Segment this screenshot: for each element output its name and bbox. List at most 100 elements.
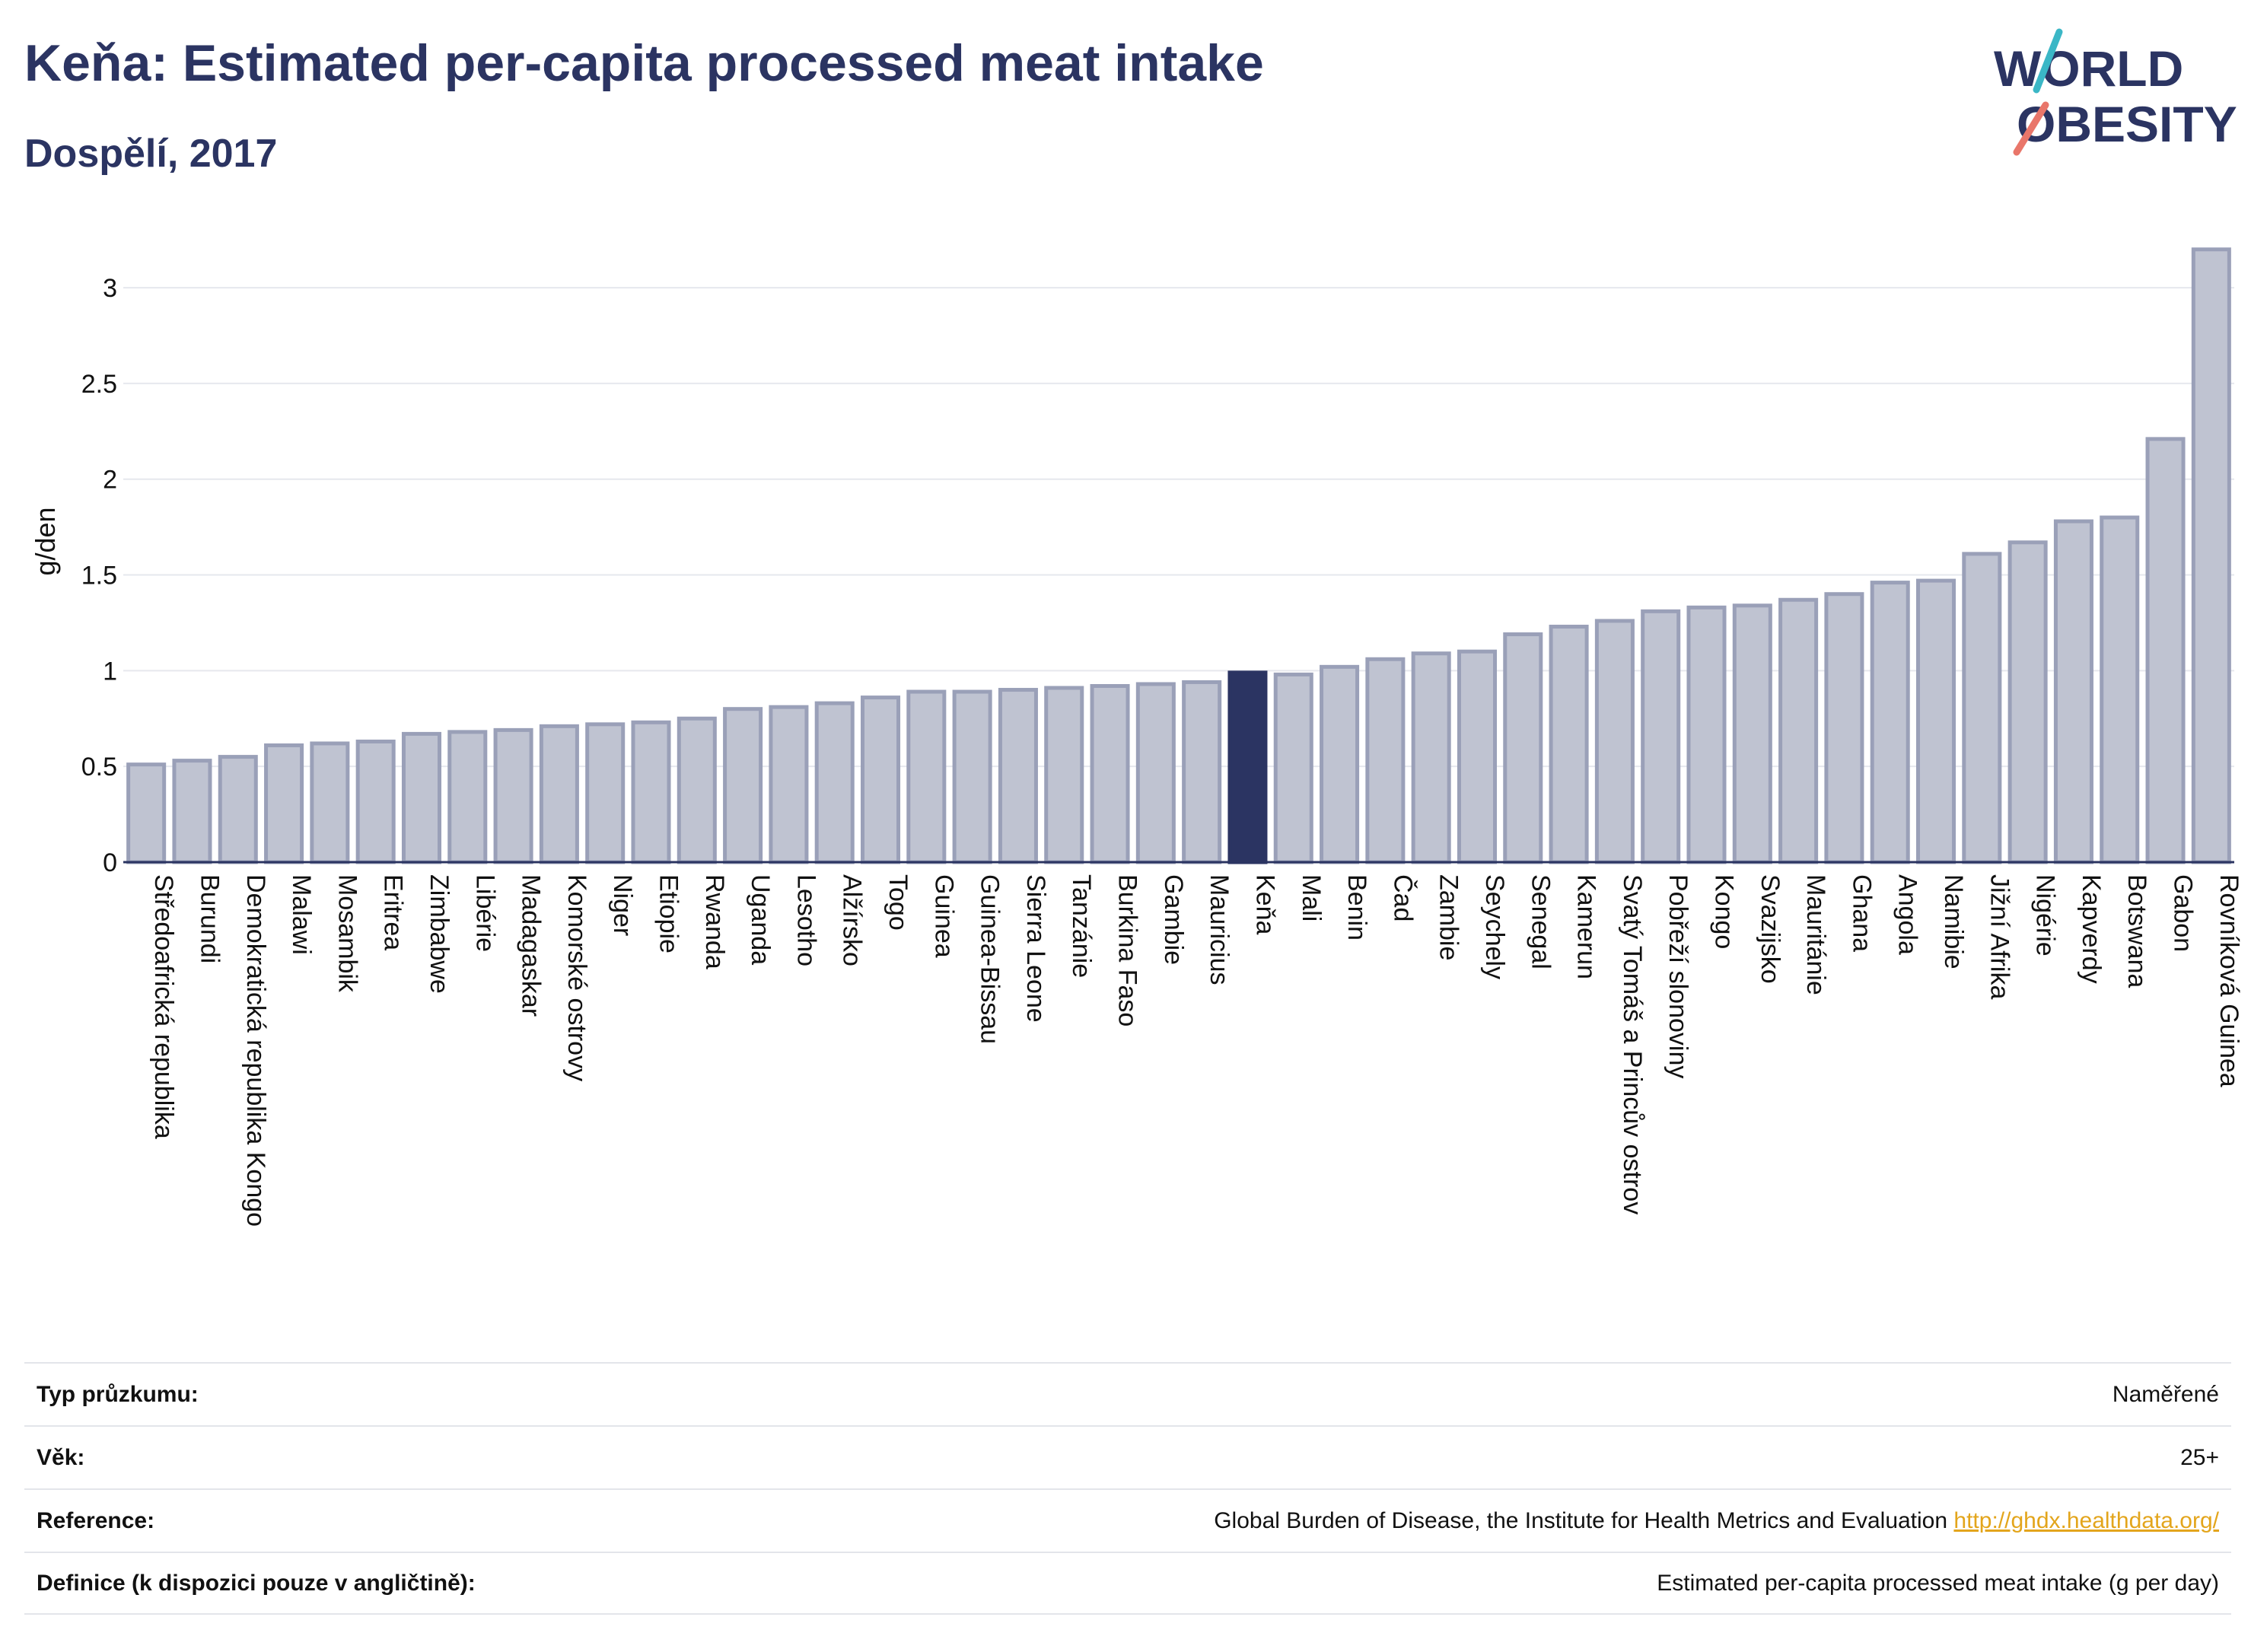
bar[interactable] xyxy=(1365,657,1406,864)
age-value: 25+ xyxy=(2180,1444,2219,1470)
x-tick-label: Etiopie xyxy=(654,874,683,953)
x-tick-label: Gambie xyxy=(1159,874,1188,965)
page-title: Keňa: Estimated per-capita processed mea… xyxy=(24,34,1264,92)
y-axis-label: g/den xyxy=(30,507,61,575)
x-tick-label: Burkina Faso xyxy=(1113,874,1142,1027)
x-tick-label: Rwanda xyxy=(700,874,729,969)
bar[interactable] xyxy=(1549,624,1589,864)
bar[interactable] xyxy=(1457,649,1497,864)
bar[interactable] xyxy=(677,716,717,864)
bar[interactable] xyxy=(1182,680,1222,864)
x-tick-label: Kapverdy xyxy=(2077,874,2106,984)
x-tick-label: Eritrea xyxy=(379,874,408,950)
bar[interactable] xyxy=(1962,552,2002,864)
bar[interactable] xyxy=(1090,683,1130,864)
y-tick-label: 1 xyxy=(103,657,117,686)
x-tick-label: Burundi xyxy=(195,874,224,963)
bar[interactable] xyxy=(218,755,258,864)
y-tick-label: 1.5 xyxy=(81,562,117,590)
x-tick-label: Gabon xyxy=(2169,874,2198,952)
bar[interactable] xyxy=(1870,581,1910,864)
bar[interactable] xyxy=(1273,672,1313,864)
info-row-reference: Reference: Global Burden of Disease, the… xyxy=(24,1488,2231,1552)
x-tick-label: Sierra Leone xyxy=(1021,874,1050,1023)
bar[interactable] xyxy=(1824,592,1864,864)
bar[interactable] xyxy=(998,688,1038,864)
bar[interactable] xyxy=(1411,651,1451,864)
page-subtitle: Dospělí, 2017 xyxy=(24,132,278,176)
bar[interactable] xyxy=(631,720,671,864)
bar[interactable] xyxy=(723,707,763,864)
bar[interactable] xyxy=(2007,540,2048,864)
world-obesity-logo: WORLD OBESITY xyxy=(1986,21,2237,166)
bar[interactable] xyxy=(264,743,304,864)
x-tick-label: Alžírsko xyxy=(838,874,867,966)
bar[interactable] xyxy=(126,762,167,864)
bar[interactable] xyxy=(2100,515,2140,864)
reference-value: Global Burden of Disease, the Institute … xyxy=(1214,1508,2219,1534)
bar-chart: 0 0.5 1 1.5 2 2.5 3 Středoafrická republika Bur… xyxy=(30,247,2243,1227)
bar[interactable] xyxy=(1641,609,1681,864)
reference-link[interactable]: http://ghdx.healthdata.org/ xyxy=(1953,1507,2219,1533)
bar[interactable] xyxy=(1044,686,1084,864)
survey-type-label: Typ průzkumu: xyxy=(37,1381,199,1407)
bar[interactable] xyxy=(493,727,533,864)
info-row-definition: Definice (k dispozici pouze v angličtině… xyxy=(24,1552,2231,1615)
bar[interactable] xyxy=(1778,597,1819,864)
y-tick-label: 0 xyxy=(103,848,117,877)
x-tick-label: Svatý Tomáš a Princův ostrov xyxy=(1618,874,1647,1214)
x-tick-label: Kongo xyxy=(1710,874,1739,949)
x-tick-label: Pobřeží slonoviny xyxy=(1664,874,1692,1078)
bar[interactable] xyxy=(1320,664,1360,864)
svg-text:WORLD: WORLD xyxy=(1994,40,2183,97)
bar[interactable] xyxy=(861,695,901,864)
x-tick-label: Mali xyxy=(1297,874,1326,921)
info-row-survey-type: Typ průzkumu: Naměřené xyxy=(24,1362,2231,1425)
x-tick-label: Malawi xyxy=(287,874,316,955)
bar[interactable] xyxy=(585,722,626,864)
info-table: Typ průzkumu: Naměřené Věk: 25+ Referenc… xyxy=(24,1362,2231,1615)
bar[interactable] xyxy=(906,689,947,864)
x-tick-label: Zambie xyxy=(1434,874,1463,960)
x-tick-label: Čad xyxy=(1388,874,1417,921)
x-tick-label: Angola xyxy=(1893,874,1922,955)
bar[interactable] xyxy=(769,705,809,864)
bar[interactable] xyxy=(355,739,396,864)
y-axis-ticks: 0 0.5 1 1.5 2 2.5 3 xyxy=(81,274,117,877)
x-tick-label: Lesotho xyxy=(791,874,820,966)
x-tick-label: Niger xyxy=(608,874,637,936)
y-tick-label: 2.5 xyxy=(81,370,117,399)
bar[interactable] xyxy=(1503,632,1543,864)
bar[interactable] xyxy=(1732,603,1772,864)
reference-text: Global Burden of Disease, the Institute … xyxy=(1214,1507,1948,1533)
x-tick-label: Botswana xyxy=(2122,874,2151,988)
x-tick-label: Tanzánie xyxy=(1067,874,1096,978)
bar[interactable] xyxy=(1594,619,1635,864)
bar[interactable] xyxy=(814,701,855,864)
bar[interactable] xyxy=(2145,437,2186,864)
bar[interactable] xyxy=(952,689,992,864)
x-tick-label: Guinea-Bissau xyxy=(976,874,1005,1044)
bar[interactable] xyxy=(539,724,579,864)
survey-type-value: Naměřené xyxy=(2112,1381,2219,1407)
bar[interactable] xyxy=(1916,578,1956,864)
x-tick-label: Madagaskar xyxy=(517,874,546,1017)
bar[interactable] xyxy=(2191,247,2231,864)
bar[interactable] xyxy=(310,741,350,864)
bar[interactable] xyxy=(1227,670,1268,864)
x-tick-label: Středoafrická republika xyxy=(149,874,178,1139)
bar[interactable] xyxy=(447,730,488,864)
x-tick-label: Namibie xyxy=(1939,874,1968,969)
x-tick-label: Zimbabwe xyxy=(425,874,454,994)
x-axis-ticks: Středoafrická republika Burundi Demokratic… xyxy=(149,874,2243,1227)
bar[interactable] xyxy=(172,759,212,864)
bar[interactable] xyxy=(401,731,441,864)
bar[interactable] xyxy=(1135,682,1176,864)
bar[interactable] xyxy=(2053,519,2093,864)
x-tick-label: Demokratická republika Kongo xyxy=(241,874,270,1227)
x-tick-label: Komorské ostrovy xyxy=(562,874,591,1081)
bar[interactable] xyxy=(1686,605,1727,864)
x-tick-label: Libérie xyxy=(470,874,499,952)
x-tick-label: Togo xyxy=(884,874,912,931)
definition-label: Definice (k dispozici pouze v angličtině… xyxy=(37,1570,476,1596)
